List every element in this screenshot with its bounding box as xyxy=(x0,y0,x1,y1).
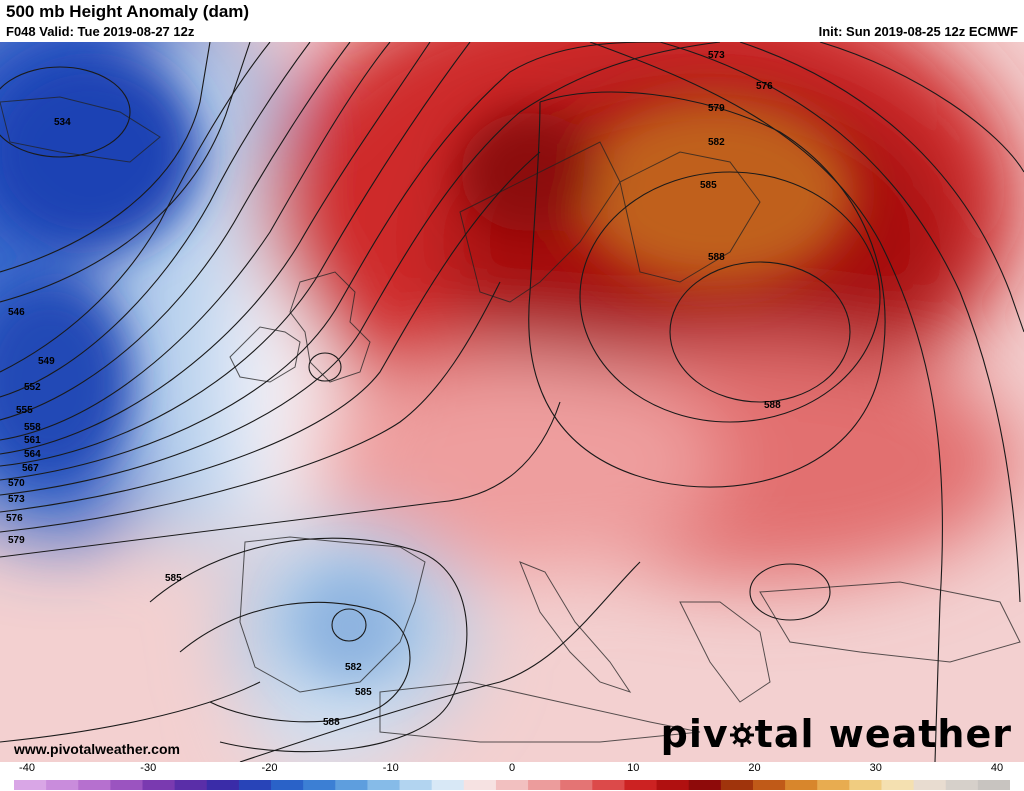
contour-label: 585 xyxy=(165,573,182,584)
colorbar-swatch xyxy=(945,780,979,790)
colorbar-swatch xyxy=(78,780,111,790)
colorbar-tick-label: -20 xyxy=(261,762,278,774)
contour-label: 570 xyxy=(8,478,25,489)
colorbar-swatch xyxy=(560,780,593,790)
brand-text-right: tal weather xyxy=(754,712,1012,756)
map-title: 500 mb Height Anomaly (dam) xyxy=(6,2,250,21)
colorbar-tick-label: 40 xyxy=(990,762,1004,774)
contour-label: 582 xyxy=(345,662,362,673)
colorbar-tick-label: 30 xyxy=(869,762,882,774)
colorbar-swatch xyxy=(785,780,818,790)
contour-label: 576 xyxy=(756,81,773,92)
contour-label: 585 xyxy=(355,687,372,698)
contour-label: 558 xyxy=(24,422,41,433)
colorbar-swatch xyxy=(817,780,850,790)
contour-label: 576 xyxy=(6,513,23,524)
contour-label: 555 xyxy=(16,405,33,416)
colorbar-tick-label: -40 xyxy=(19,762,35,774)
colorbar-swatch xyxy=(528,780,561,790)
colorbar-swatch xyxy=(238,780,272,790)
colorbar-tick-label: 0 xyxy=(508,762,516,774)
contour-label: 549 xyxy=(38,356,55,367)
contour-label: 582 xyxy=(708,137,725,148)
colorbar-swatch xyxy=(110,780,144,790)
contour-label: 573 xyxy=(708,50,725,61)
map-canvas: 534 546 549 552 555 558 561 564 567 570 … xyxy=(0,42,1024,762)
colorbar-swatch xyxy=(367,780,401,790)
contour-label: 588 xyxy=(323,717,340,728)
valid-time: F048 Valid: Tue 2019-08-27 12z xyxy=(6,24,195,39)
colorbar-tick-label: 10 xyxy=(627,762,640,774)
colorbar-swatch xyxy=(399,780,433,790)
website-url[interactable]: www.pivotalweather.com xyxy=(14,741,180,757)
colorbar-swatch xyxy=(495,780,529,790)
brand-text-left: piv xyxy=(660,712,729,756)
contour-label: 564 xyxy=(24,449,41,460)
colorbar-tick-label: -10 xyxy=(382,762,399,774)
colorbar-swatch xyxy=(206,780,240,790)
colorbar-swatch xyxy=(688,780,722,790)
contour-label: 552 xyxy=(24,382,41,393)
contour-label: 561 xyxy=(24,435,41,446)
colorbar-swatch xyxy=(46,780,79,790)
anomaly-map[interactable]: 534 546 549 552 555 558 561 564 567 570 … xyxy=(0,42,1024,762)
contour-label: 534 xyxy=(54,117,71,128)
colorbar-swatch xyxy=(303,780,336,790)
contour-label: 585 xyxy=(700,180,717,191)
colorbar-swatch xyxy=(142,780,176,790)
contour-label: 579 xyxy=(708,103,725,114)
colorbar-swatch xyxy=(881,780,915,790)
contour-label: 588 xyxy=(764,400,781,411)
contour-label: 579 xyxy=(8,535,25,546)
height-contours xyxy=(0,42,1024,762)
contour-label: 567 xyxy=(22,463,39,474)
colorbar-swatch xyxy=(977,780,1010,790)
colorbar-swatch xyxy=(463,780,497,790)
colorbar xyxy=(14,780,1010,790)
contour-label: 573 xyxy=(8,494,25,505)
contour-label-group: 534 546 549 552 555 558 561 564 567 570 … xyxy=(6,50,781,728)
anomaly-core xyxy=(0,52,855,682)
colorbar-swatch xyxy=(14,780,47,790)
colorbar-swatch xyxy=(174,780,208,790)
colorbar-tick-label: 20 xyxy=(748,762,761,774)
colorbar-swatch xyxy=(271,780,304,790)
colorbar-swatch xyxy=(849,780,883,790)
colorbar-tick-label: -30 xyxy=(140,762,157,774)
pivotal-weather-logo: piv tal weather xyxy=(661,712,1012,756)
colorbar-swatch xyxy=(913,780,947,790)
colorbar-swatch xyxy=(720,780,754,790)
colorbar-swatch xyxy=(752,780,786,790)
gear-icon xyxy=(729,723,754,747)
colorbar-swatch xyxy=(431,780,465,790)
coastlines xyxy=(0,96,1021,743)
colorbar-swatch xyxy=(656,780,690,790)
init-time: Init: Sun 2019-08-25 12z ECMWF xyxy=(818,24,1018,39)
header: 500 mb Height Anomaly (dam) F048 Valid: … xyxy=(0,0,1024,42)
colorbar-swatch xyxy=(624,780,658,790)
contour-label: 546 xyxy=(8,307,25,318)
colorbar-swatch xyxy=(335,780,369,790)
contour-label: 588 xyxy=(708,252,725,263)
colorbar-swatch xyxy=(592,780,626,790)
